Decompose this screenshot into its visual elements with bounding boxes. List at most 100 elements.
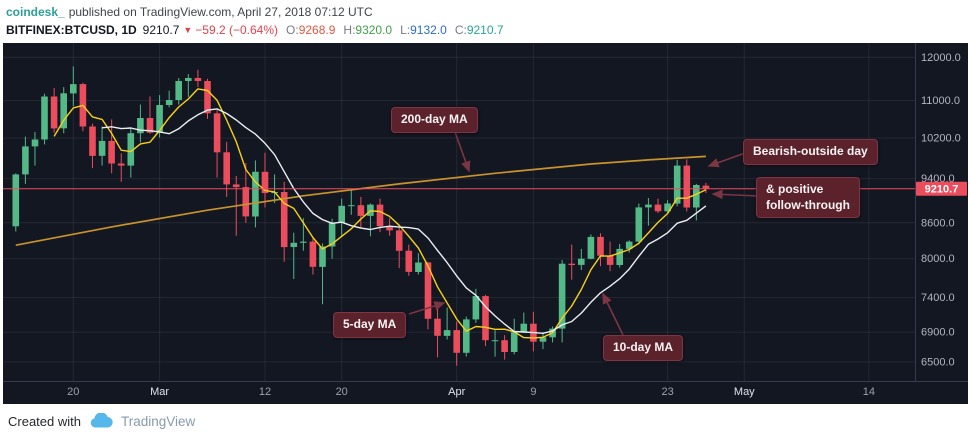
time-axis-label: May [734,386,755,398]
price-axis-label: 12000.0 [921,52,961,64]
candle [175,78,182,105]
200-day-ma-line [15,155,706,247]
candle [568,244,575,280]
candle [443,307,451,340]
candle [108,119,115,174]
candle [616,244,623,268]
ohlc-legend: BITFINEX:BTCUSD, 1D 9210.7 ▼ −59.2 (−0.64%)… [6,21,971,40]
candle [424,261,432,330]
candle [50,88,58,133]
candle [510,318,518,355]
time-axis-label: Apr [448,386,465,398]
price-axis-label: 11000.0 [921,95,960,107]
candle [12,173,20,232]
current-price-tag-value: 9210.7 [925,184,959,196]
candle [146,96,154,134]
price-axis-label: 8000.0 [921,253,955,265]
annotation-10-day-ma: 10-day MA [603,335,684,361]
price-axis-label: 6900.0 [921,327,955,339]
annotation-5-day-ma: 5-day MA [333,312,407,338]
candle [463,316,470,357]
candle [693,183,700,221]
publish-row: coindesk_ published on TradingView.com, A… [6,3,971,21]
open-value: 9268.9 [298,23,336,37]
time-axis-label: 20 [336,386,348,398]
candle [635,203,643,245]
price-axis-label: 10200.0 [921,133,961,145]
candle [491,330,499,357]
candle [434,304,441,358]
candle [367,203,374,237]
candle [319,243,326,305]
candle [309,238,317,275]
candle [587,234,595,260]
candle [702,182,710,193]
time-axis-label: 20 [67,386,79,398]
symbol-title[interactable]: BITFINEX:BTCUSD, 1D [6,23,137,37]
candle [664,200,671,213]
published-info: published on TradingView.com, April 27, … [68,5,373,19]
candle [597,233,604,267]
candle [127,127,135,178]
chart-canvas[interactable]: 12000.011000.010200.09400.08600.08000.07… [3,43,968,404]
candle [683,159,691,212]
candle [539,332,547,350]
candle [117,153,125,182]
candle [578,248,585,270]
candle [70,66,77,107]
low-label: L: [400,23,411,37]
candle [520,312,528,333]
candle [654,198,662,214]
candle [501,335,508,360]
candle [261,152,269,208]
price-axis-label: 8600.0 [921,217,955,229]
candle [242,163,250,223]
tradingview-cloud-icon[interactable] [88,413,114,430]
price-change: −59.2 (−0.64%) [195,23,279,37]
candle [31,132,39,166]
annotation-bearish-outside-day: Bearish-outside day [743,139,878,165]
candle [137,104,144,143]
moving-averages-layer [15,88,707,339]
last-price: 9210.7 [142,23,180,37]
candle [386,218,393,236]
candle [482,294,489,347]
candle [204,78,211,119]
candle [376,198,384,233]
time-axis-label: 9 [530,386,536,398]
candle [645,198,652,226]
price-chart[interactable]: 12000.0 11000.0 10200.0 9400.0 8600.0 8000.0 7… [3,43,968,404]
footer-text: Created with [8,414,81,429]
close-label: C: [454,23,467,37]
footer: Created with TradingView [0,404,971,439]
candle [252,160,259,228]
candle [415,253,422,275]
high-value: 9320.0 [355,23,393,37]
candle [213,110,221,178]
candle [453,321,460,366]
time-axis-label: 14 [863,386,875,398]
candle [348,190,355,215]
chart-header: coindesk_ published on TradingView.com, A… [0,0,971,43]
candle [558,260,566,343]
10-day-ma-line [102,108,707,334]
annotation-positive-follow-through: & positive follow-through [756,177,860,219]
candle [185,74,192,97]
candle [60,87,67,134]
down-arrow-icon: ▼ [183,25,193,35]
price-axis-label: 6500.0 [921,356,955,368]
annotation-arrows-layer [408,131,759,336]
price-tag: 9210.7 [916,181,967,196]
candle [357,196,365,229]
5-day-ma-line [53,88,707,339]
candle [280,181,288,262]
tradingview-brand[interactable]: TradingView [120,414,196,429]
candle [328,218,336,259]
annotation-200-day-ma: 200-day MA [391,107,478,133]
candle [41,93,48,145]
axes-layer[interactable]: 12000.011000.010200.09400.08600.08000.07… [3,43,968,398]
publisher-name[interactable]: coindesk_ [6,5,65,19]
close-value: 9210.7 [466,23,504,37]
candle [194,69,202,88]
candle [98,126,106,166]
